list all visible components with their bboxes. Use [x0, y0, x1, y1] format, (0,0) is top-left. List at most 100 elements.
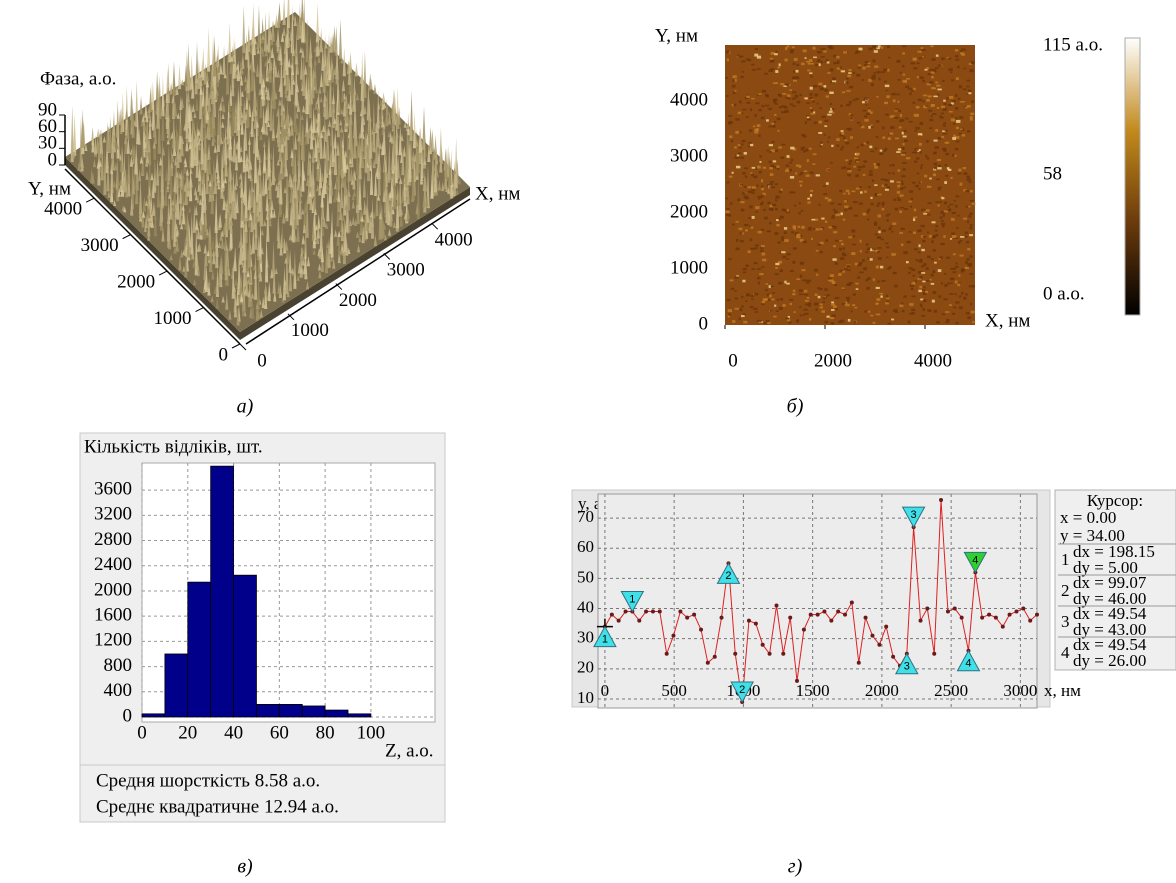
grain: [952, 313, 955, 315]
point: [870, 634, 874, 638]
grain: [798, 212, 801, 214]
point: [610, 613, 614, 617]
grain: [931, 115, 933, 117]
grain: [863, 110, 867, 112]
spike: [373, 84, 376, 94]
grain: [848, 236, 852, 238]
point: [843, 613, 847, 617]
grain: [917, 229, 921, 232]
grain: [847, 265, 851, 268]
point: [980, 616, 984, 620]
grain: [956, 141, 960, 143]
grain: [788, 97, 791, 99]
grain: [835, 240, 839, 242]
grain: [875, 303, 878, 305]
spike: [247, 25, 250, 52]
grain: [735, 221, 738, 223]
grain: [754, 54, 758, 57]
grain: [901, 175, 905, 177]
grain: [920, 304, 922, 306]
grain: [789, 162, 792, 164]
grain: [905, 118, 909, 120]
grain: [735, 131, 739, 134]
grain: [874, 184, 877, 186]
grain: [960, 129, 963, 131]
grain: [861, 144, 864, 146]
x-tick-label: 4000: [435, 230, 473, 251]
grain: [806, 175, 810, 177]
grain: [965, 231, 968, 234]
grain: [833, 245, 836, 247]
grain: [739, 318, 741, 320]
grain: [956, 227, 958, 229]
grain: [796, 278, 800, 280]
grain: [877, 71, 881, 73]
point: [1035, 613, 1039, 617]
grain: [931, 258, 934, 260]
grain: [732, 320, 735, 323]
grain: [855, 283, 858, 285]
grain: [807, 70, 810, 72]
grain: [922, 308, 925, 311]
grain: [966, 241, 969, 243]
grain: [892, 172, 894, 174]
x-tick-label: 40: [224, 722, 243, 743]
grain: [763, 209, 766, 211]
grain: [903, 168, 906, 170]
grain: [926, 67, 929, 69]
grain: [758, 94, 762, 96]
grain: [725, 77, 728, 79]
grain: [895, 309, 897, 312]
grain: [766, 283, 768, 285]
grain: [752, 69, 756, 71]
grain: [793, 70, 796, 73]
grain: [755, 48, 758, 50]
grain: [926, 267, 929, 270]
grain: [933, 140, 937, 142]
grain: [869, 173, 873, 176]
grain: [736, 166, 740, 169]
grain: [844, 206, 848, 208]
grain: [736, 248, 740, 251]
grain: [806, 102, 809, 104]
point: [809, 613, 813, 617]
grain: [749, 205, 753, 208]
grain: [731, 140, 733, 143]
grain: [792, 98, 796, 100]
grain: [964, 68, 967, 70]
grain: [738, 152, 741, 154]
grain: [755, 102, 759, 104]
grain: [911, 309, 915, 311]
grain: [750, 238, 752, 241]
grain: [902, 132, 904, 135]
point: [816, 613, 820, 617]
grain: [834, 211, 838, 214]
x-tick-label: 3000: [387, 260, 425, 281]
grain: [758, 135, 760, 137]
grain: [909, 303, 913, 306]
grain: [901, 147, 904, 150]
y-tick-label: 70: [577, 507, 594, 526]
grain: [810, 190, 813, 192]
grain: [928, 110, 932, 112]
grain: [864, 160, 868, 162]
point: [617, 619, 621, 623]
grain: [949, 68, 953, 71]
spike: [190, 55, 193, 89]
grain: [862, 79, 864, 81]
grain: [773, 316, 777, 318]
grain: [786, 83, 790, 85]
grain: [933, 96, 937, 98]
spike: [287, 0, 290, 28]
bar: [256, 704, 279, 717]
grain: [889, 164, 891, 166]
grain: [952, 100, 956, 102]
grain: [780, 156, 784, 158]
grain: [740, 143, 743, 145]
grain: [735, 276, 739, 278]
grain: [756, 211, 758, 213]
grain: [790, 176, 794, 179]
grain: [957, 215, 959, 217]
grain: [959, 307, 963, 310]
grain: [931, 72, 935, 74]
